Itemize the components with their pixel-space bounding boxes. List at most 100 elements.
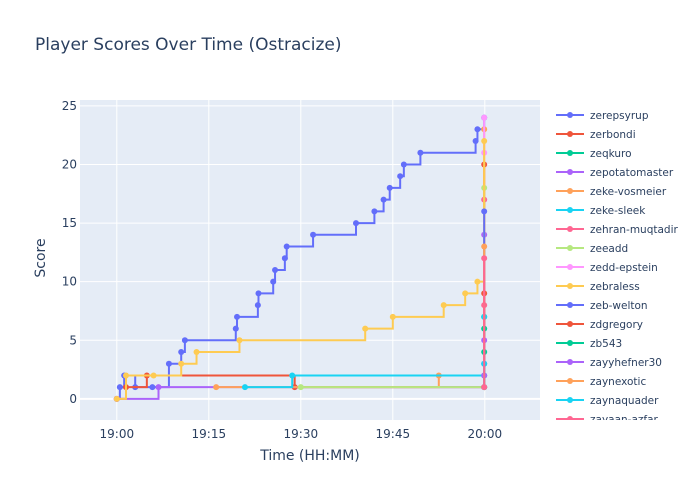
legend-swatch-marker <box>567 131 573 137</box>
legend-swatch-marker <box>567 264 573 270</box>
data-point <box>481 243 488 250</box>
x-tick-label: 19:00 <box>100 427 135 441</box>
legend-item[interactable]: zebraless <box>556 281 640 293</box>
legend-item[interactable]: zdgregory <box>556 319 643 331</box>
data-point <box>155 384 162 391</box>
chart-title: Player Scores Over Time (Ostracize) <box>35 35 342 55</box>
legend-item[interactable]: zehran-muqtadir <box>556 224 679 236</box>
legend-item[interactable]: zepotatomaster <box>556 167 674 179</box>
data-point <box>178 360 185 367</box>
x-axis-title: Time (HH:MM) <box>259 448 360 464</box>
y-axis-title: Score <box>33 238 49 277</box>
x-tick-label: 19:30 <box>284 427 319 441</box>
legend-swatch-marker <box>567 321 573 327</box>
x-tick-label: 19:45 <box>376 427 411 441</box>
legend-item[interactable]: zeke-sleek <box>556 205 646 217</box>
axis-ticks: 19:00 19:15 19:30 19:45 20:00 0 5 10 15 20 25 <box>62 99 502 441</box>
x-tick-label: 20:00 <box>468 427 503 441</box>
series-zayaan-azfar <box>481 255 488 391</box>
y-tick-label: 0 <box>69 392 77 406</box>
legend-swatch-marker <box>567 283 573 289</box>
legend-label: zeke-vosmeier <box>590 186 667 198</box>
legend-label: zdgregory <box>590 319 643 331</box>
data-point <box>283 243 290 250</box>
legend-swatch-marker <box>567 397 573 403</box>
legend-swatch-marker <box>567 207 573 213</box>
series-zebraless <box>113 138 488 402</box>
legend-label: zeqkuro <box>590 148 632 160</box>
legend-item[interactable]: zaynaquader <box>556 395 659 407</box>
data-point <box>272 266 279 273</box>
data-point <box>255 290 262 297</box>
legend-item[interactable]: zb543 <box>556 338 622 350</box>
legend-item[interactable]: zaynexotic <box>556 376 646 388</box>
legend-item[interactable]: zerbondi <box>556 129 636 141</box>
legend-item[interactable]: zeb-welton <box>556 300 648 312</box>
legend-swatch-marker <box>567 245 573 251</box>
data-point <box>386 184 393 191</box>
data-point <box>310 231 317 238</box>
legend-label: zeeadd <box>590 243 628 255</box>
data-point <box>481 138 488 145</box>
legend-label: zerbondi <box>590 129 636 141</box>
legend-label: zayaan-azfar <box>590 414 659 426</box>
legend-swatch-marker <box>567 112 573 118</box>
data-point <box>123 372 129 379</box>
data-point <box>193 349 200 356</box>
series-line <box>116 141 486 400</box>
data-point <box>380 196 387 203</box>
data-point <box>232 325 239 332</box>
data-point <box>472 138 479 145</box>
legend-label: zayyhefner30 <box>590 357 662 369</box>
legend-label: zeb-welton <box>590 300 648 312</box>
y-tick-label: 20 <box>62 157 77 171</box>
legend-label: zedd-epstein <box>590 262 658 274</box>
data-point <box>236 337 243 344</box>
legend-label: zerepsyrup <box>590 110 649 122</box>
legend-swatch-marker <box>567 169 573 175</box>
data-point <box>462 290 469 297</box>
data-point <box>397 173 404 180</box>
data-point <box>181 337 188 344</box>
data-point <box>254 302 261 309</box>
data-point <box>297 384 304 391</box>
series-group <box>113 114 488 402</box>
legend-swatch-marker <box>567 302 573 308</box>
legend-item[interactable]: zeke-vosmeier <box>556 186 667 198</box>
data-point <box>113 395 120 402</box>
legend[interactable]: zerepsyrup zerbondi zeqkuro zepotatomaster z… <box>556 110 679 426</box>
legend-label: zehran-muqtadir <box>590 224 679 236</box>
legend-swatch-marker <box>567 150 573 156</box>
legend-swatch-marker <box>567 378 573 384</box>
data-point <box>481 255 488 262</box>
data-point <box>417 149 424 156</box>
legend-item[interactable]: zayyhefner30 <box>556 357 662 369</box>
y-tick-label: 15 <box>62 216 77 230</box>
legend-swatch-marker <box>567 188 573 194</box>
data-point <box>389 313 396 320</box>
legend-label: zb543 <box>590 338 622 350</box>
data-point <box>481 384 488 391</box>
legend-label: zepotatomaster <box>590 167 674 179</box>
y-tick-label: 25 <box>62 99 77 113</box>
data-point <box>270 278 277 285</box>
plot-area <box>80 100 540 420</box>
data-point <box>165 360 172 367</box>
legend-item[interactable]: zeqkuro <box>556 148 632 160</box>
x-tick-label: 19:15 <box>192 427 227 441</box>
data-point <box>178 349 185 356</box>
data-point <box>234 313 241 320</box>
data-point <box>400 161 407 168</box>
legend-item[interactable]: zeeadd <box>556 243 628 255</box>
legend-item[interactable]: zerepsyrup <box>556 110 649 122</box>
data-point <box>289 372 296 379</box>
legend-label: zaynaquader <box>590 395 659 407</box>
data-point <box>481 114 488 121</box>
legend-label: zebraless <box>590 281 640 293</box>
data-point <box>116 384 123 391</box>
legend-item[interactable]: zedd-epstein <box>556 262 658 274</box>
legend-item[interactable]: zayaan-azfar <box>556 414 659 426</box>
y-tick-label: 5 <box>69 333 77 347</box>
data-point <box>362 325 369 332</box>
